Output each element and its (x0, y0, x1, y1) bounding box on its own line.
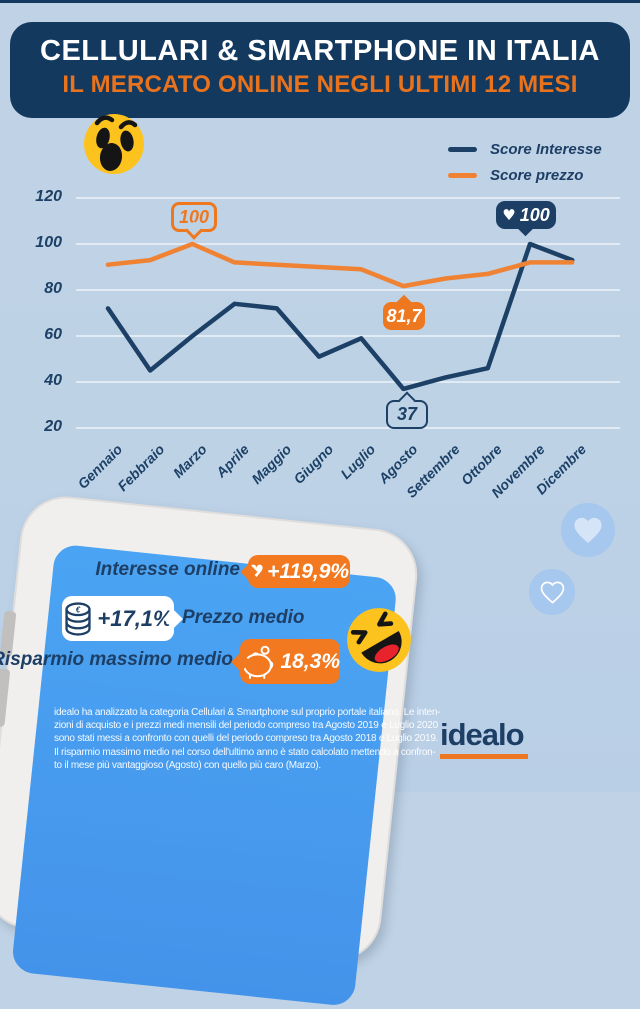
stat-label-prezzo-medio: Prezzo medio (182, 607, 305, 628)
heart-bubble-outline (529, 569, 575, 615)
methodology-footnote: idealo ha analizzato la categoria Cellul… (54, 707, 441, 771)
y-axis-tick-label: 120 (35, 188, 62, 205)
heart-bubble-filled (561, 503, 615, 557)
laughing-emoji-icon (347, 608, 411, 672)
callout-value: 81,7 (386, 305, 422, 326)
legend-item-interesse: Score Interesse (448, 141, 602, 158)
page-subtitle: IL MERCATO ONLINE NEGLI ULTIMI 12 MESI (62, 71, 578, 98)
svg-text:€: € (76, 605, 81, 614)
heart-icon: ♥ (502, 206, 516, 224)
coins-icon: € (65, 601, 91, 636)
x-axis-month-label: Giugno (290, 441, 337, 487)
legend-label: Score prezzo (490, 167, 584, 184)
y-axis-tick-label: 80 (44, 280, 62, 297)
callout-agosto-interesse: 37 (386, 400, 428, 429)
callout-agosto-prezzo: 81,7 (383, 302, 425, 330)
chart-legend: Score Interesse Score prezzo (448, 141, 602, 193)
y-axis-tick-label: 60 (44, 326, 62, 343)
gridline (76, 243, 620, 245)
idealo-logo-underline (440, 754, 528, 759)
stat-value: +17,1% (97, 605, 173, 631)
y-axis-tick-label: 20 (44, 418, 62, 435)
heart-icon: ♥ (248, 561, 265, 582)
y-axis-tick-label: 40 (44, 372, 62, 389)
callout-value: 100 (178, 206, 210, 227)
heart-outline-icon (540, 580, 564, 604)
y-axis-tick-label: 100 (35, 234, 62, 251)
gridline (76, 289, 620, 291)
heart-icon (574, 517, 602, 543)
page-title: CELLULARI & SMARTPHONE IN ITALIA (40, 35, 600, 67)
piggy-bank-icon (242, 645, 274, 679)
callout-novembre-interesse: ♥ 100 (496, 201, 556, 229)
gridline (76, 427, 620, 429)
stat-value: +119,9% (267, 559, 350, 583)
stat-badge-interesse: ♥ +119,9% (248, 555, 350, 588)
x-axis-month-label: Luglio (337, 441, 379, 483)
header-banner: CELLULARI & SMARTPHONE IN ITALIA IL MERC… (10, 22, 630, 118)
stat-badge-prezzo: € +17,1% (62, 596, 174, 641)
x-axis-month-label: Aprile (212, 441, 252, 481)
stat-label-risparmio: Risparmio massimo medio (0, 649, 233, 670)
top-accent-strip (0, 0, 640, 3)
phone-side-button (0, 668, 11, 728)
legend-swatch-interesse (448, 147, 477, 152)
stat-badge-risparmio: 18,3% (240, 639, 340, 684)
legend-item-prezzo: Score prezzo (448, 167, 602, 184)
callout-marzo-prezzo: 100 (171, 202, 217, 232)
idealo-logo: idealo (440, 717, 528, 759)
callout-value: 37 (396, 404, 418, 424)
gridline (76, 381, 620, 383)
idealo-logo-text: idealo (440, 717, 525, 752)
astonished-emoji-icon (84, 114, 144, 174)
legend-swatch-prezzo (448, 173, 477, 178)
stat-label-interesse-online: Interesse online (95, 559, 240, 580)
legend-label: Score Interesse (490, 141, 602, 158)
stat-value: 18,3% (280, 649, 340, 673)
gridline (76, 335, 620, 337)
gridline (76, 197, 620, 199)
callout-value: 100 (519, 204, 550, 225)
series-line-1 (105, 241, 575, 289)
series-line-0 (105, 241, 575, 392)
x-axis-month-label: Marzo (169, 441, 210, 481)
x-axis-month-label: Maggio (248, 441, 295, 487)
